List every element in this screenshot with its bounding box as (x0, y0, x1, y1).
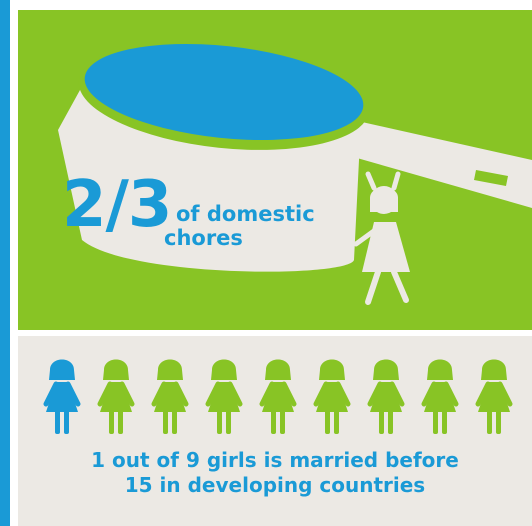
girl-icon (205, 359, 243, 434)
girl-icon (367, 359, 405, 434)
chores-caption-line1: of domestic (176, 202, 315, 226)
left-accent-stripe (0, 0, 10, 526)
pot-handle (336, 118, 532, 208)
marriage-stat: 1 out of 9 girls is married before 15 in… (18, 448, 532, 498)
girl-icon (259, 359, 297, 434)
chores-panel: 2/3 of domestic chores (18, 10, 532, 330)
marriage-stat-line2: 15 in developing countries (124, 473, 426, 497)
girl-icon (151, 359, 189, 434)
girl-icon (421, 359, 459, 434)
girl-pushing-icon (353, 171, 410, 305)
chores-caption-line2: chores (164, 226, 243, 250)
chores-fraction: 2/3 (62, 168, 172, 242)
cooking-pot-illustration (58, 42, 532, 305)
marriage-stat-line1: 1 out of 9 girls is married before (91, 448, 459, 472)
girl-icons-row (42, 354, 513, 436)
girl-icon (475, 359, 513, 434)
pot-lid (84, 43, 364, 141)
girl-icon (313, 359, 351, 434)
girl-icon-highlighted (43, 359, 81, 434)
girl-icon (97, 359, 135, 434)
